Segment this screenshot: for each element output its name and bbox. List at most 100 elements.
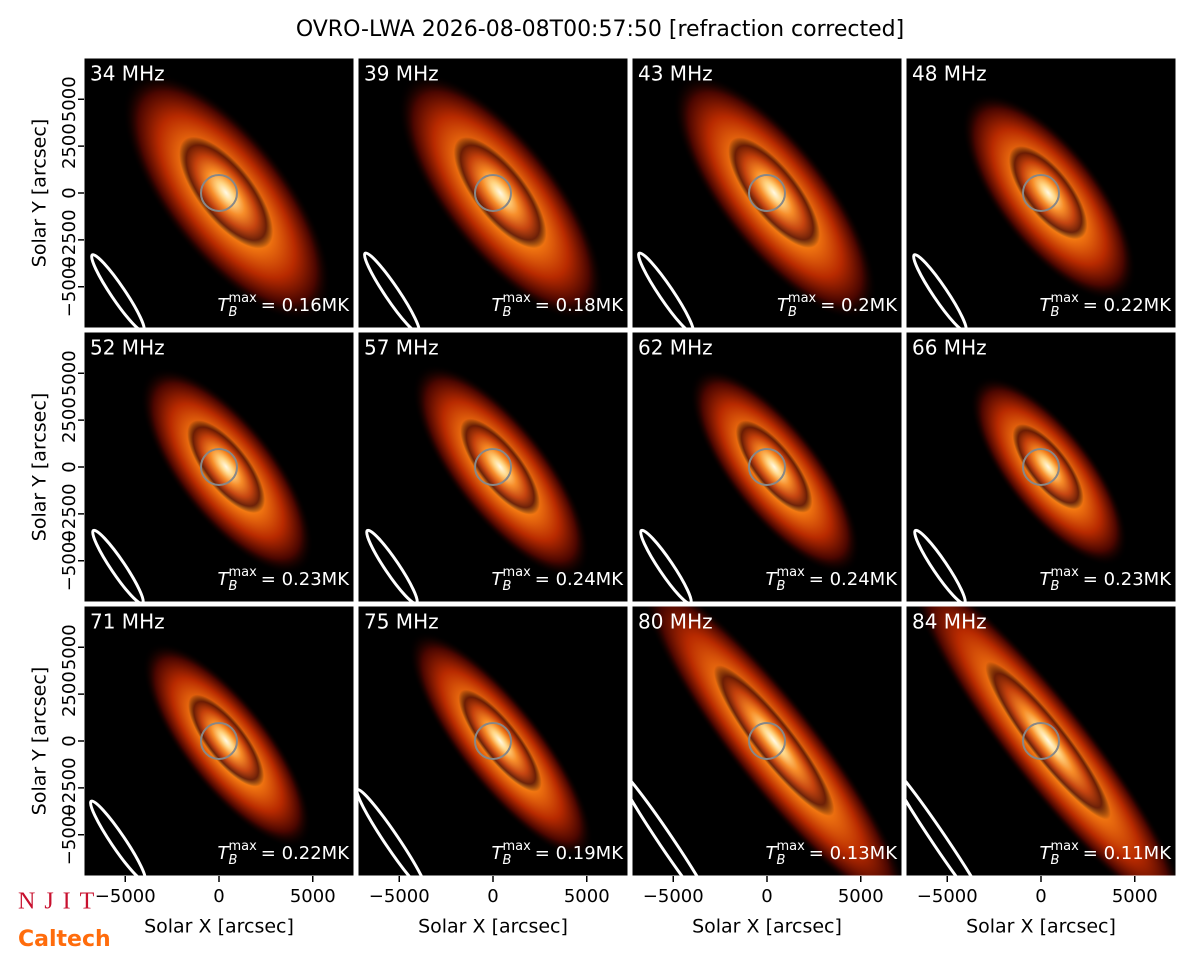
annotation-text: = 0.11MK [1083,843,1172,864]
brightness-core [1008,146,1088,240]
solar-disk [748,722,786,760]
y-tick-label: 0 [59,187,80,198]
beam [90,253,146,328]
superscript: max [502,291,531,306]
y-axis-label: Solar Y [arcsec] [29,393,51,541]
annotation-text: = 0.16MK [261,295,350,316]
brightness-core [458,689,542,792]
annotation-text: = 0.24MK [809,569,898,590]
figure-title: OVRO-LWA 2026-08-08T00:57:50 [refraction… [296,17,904,42]
panel-frame [357,57,629,329]
image-layer [632,606,902,876]
superscript: max [502,565,531,580]
annotation: TBmax = 0.22MK [1040,291,1173,320]
superscript: max [1050,291,1079,306]
subscript: B [503,305,512,320]
image-layer [912,93,1137,328]
brightness-core [188,694,265,787]
panel: 75 MHz TBmax = 0.19MK −5000 0 5000 Solar X [ar… [357,605,629,938]
x-tick-label: −5000 [643,886,704,907]
annotation: TBmax = 0.18MK [492,291,625,320]
panel-title: 39 MHz [364,62,439,86]
annotation: TBmax = 0.22MK [218,839,351,868]
panel: 57 MHz TBmax = 0.24MK [357,331,629,603]
subscript: B [229,853,238,868]
symbol: T [1040,569,1053,590]
annotation-text: = 0.23MK [1083,569,1172,590]
beam [632,764,719,876]
symbol: T [218,843,231,864]
x-axis-label: Solar X [arcsec] [144,916,294,938]
image-layer [358,631,594,876]
x-tick-label: 5000 [838,886,884,907]
beam [365,528,419,602]
symbol: T [218,569,231,590]
logo: NJIT [18,889,103,915]
brightness-core [713,665,835,817]
image-layer [639,368,861,602]
y-axis-label: Solar Y [arcsec] [29,667,51,815]
y-tick-label: 0 [59,461,80,472]
x-axis-label: Solar X [arcsec] [692,916,842,938]
annotation-text: = 0.18MK [535,295,624,316]
subscript: B [777,853,786,868]
x-tick-label: 0 [213,886,224,907]
y-tick-label: −2500 [59,209,80,270]
image-layer [906,606,1176,876]
brightness-core [985,661,1111,820]
panel-frame [631,331,903,603]
superscript: max [1050,565,1079,580]
subscript: B [503,853,512,868]
superscript: max [1050,839,1079,854]
panel: 71 MHz TBmax = 0.22MK −5000 0 5000 Solar X [ar… [29,605,355,938]
panel-frame [905,331,1177,603]
x-tick-label: −5000 [917,886,978,907]
superscript: max [776,839,805,854]
symbol: T [766,843,779,864]
subscript: B [1051,305,1060,320]
annotation: TBmax = 0.24MK [492,565,625,594]
superscript: max [228,565,257,580]
panel: 43 MHz TBmax = 0.2MK [631,57,903,329]
superscript: max [788,291,817,306]
panel-title: 80 MHz [638,610,713,634]
annotation-text: = 0.22MK [1083,295,1172,316]
beam [89,799,147,876]
y-tick-label: 5000 [59,350,80,396]
x-tick-label: 0 [487,886,498,907]
panel-title: 52 MHz [90,336,165,360]
panel: 48 MHz TBmax = 0.22MK [905,57,1177,329]
y-tick-label: −5000 [59,530,80,591]
beam [912,253,968,328]
y-tick-label: 5000 [59,76,80,122]
y-tick-label: 5000 [59,624,80,670]
x-tick-label: −5000 [95,886,156,907]
y-tick-label: −5000 [59,256,80,317]
brightness-core [735,420,813,513]
superscript: max [228,839,257,854]
solar-disk [748,174,786,212]
panel-title: 75 MHz [364,610,439,634]
annotation-text: = 0.23MK [261,569,350,590]
panel: 66 MHz TBmax = 0.23MK [905,331,1177,603]
beam [363,251,421,328]
solar-disk [200,174,238,212]
annotation: TBmax = 0.23MK [218,565,351,594]
y-tick-label: 2500 [59,123,80,169]
annotation: TBmax = 0.16MK [218,291,351,320]
subscript: B [503,579,512,594]
beam [639,528,693,602]
solar-disk [1022,174,1060,212]
x-axis-label: Solar X [arcsec] [966,916,1116,938]
panel-title: 62 MHz [638,336,713,360]
x-tick-label: 0 [761,886,772,907]
panel-frame [905,57,1177,329]
annotation-text: = 0.13MK [809,843,898,864]
subscript: B [777,579,786,594]
symbol: T [766,569,779,590]
panel: 39 MHz TBmax = 0.18MK [357,57,629,329]
panel: 80 MHz TBmax = 0.13MK −5000 0 5000 Solar X [ar… [631,605,903,938]
subscript: B [229,579,238,594]
image-layer [365,364,590,602]
